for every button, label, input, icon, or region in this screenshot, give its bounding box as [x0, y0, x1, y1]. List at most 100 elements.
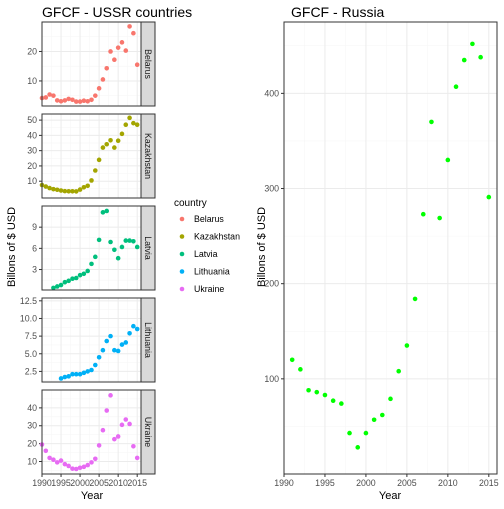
right-chart-title: GFCF - Russia: [291, 4, 385, 20]
panel-kazakhstan-point: [43, 184, 49, 189]
panel-lithuania-y-tick-label: 2.5: [25, 366, 37, 376]
panel-lithuania-point: [104, 338, 110, 344]
panel-belarus-point: [85, 98, 90, 104]
panel-kazakhstan-point: [123, 122, 129, 127]
panel-latvia-point: [58, 282, 64, 288]
panel-belarus-point: [131, 30, 136, 36]
panel-lithuania-point: [123, 340, 129, 345]
panel-belarus-strip-label: Belarus: [143, 49, 153, 79]
panel-belarus-point: [96, 86, 102, 91]
panel-kazakhstan-y-tick-label: 30: [27, 146, 37, 156]
panel-lithuania-point: [100, 347, 106, 353]
russia-y-tick-label: 100: [264, 374, 279, 384]
russia-point: [322, 392, 328, 398]
panel-belarus-point: [108, 49, 113, 54]
right-y-axis-label: Billons of $ USD: [256, 207, 268, 287]
russia-y-tick-label: 400: [264, 88, 279, 98]
panel-kazakhstan-point: [112, 145, 117, 150]
panel-latvia-point: [127, 238, 132, 243]
panel-lithuania-point: [131, 323, 136, 329]
russia-point: [314, 389, 320, 395]
panel-ukraine-point: [93, 456, 98, 462]
panel-kazakhstan-point: [119, 131, 125, 137]
panel-belarus-point: [77, 99, 83, 104]
panel-kazakhstan-y-tick-label: 40: [27, 130, 37, 140]
panel-ukraine-point: [100, 427, 106, 433]
legend-key-point: [179, 286, 185, 292]
panel-latvia-point: [112, 247, 117, 253]
panel-lithuania-point: [115, 348, 121, 354]
panel-lithuania-strip-label: Lithuania: [143, 322, 153, 358]
panel-latvia-border: [41, 205, 142, 291]
panel-kazakhstan-point: [100, 145, 106, 150]
russia-border: [283, 21, 498, 475]
russia-point: [461, 57, 467, 63]
russia-point: [355, 445, 361, 450]
panel-kazakhstan-point: [47, 185, 52, 191]
legend-key-point: [179, 269, 185, 274]
panel-kazakhstan-point: [62, 188, 68, 194]
panel-belarus-point: [119, 40, 125, 45]
panel-latvia-point: [100, 210, 106, 215]
panel-ukraine-border: [41, 389, 142, 475]
left-chart: 10 20 Belarus 10 20 30 40 50 Kazakhstan 3 6 9 Latvia…: [20, 21, 156, 488]
panel-ukraine-panel-background: [42, 390, 141, 474]
panel-lithuania-y-tick-label: 7.5: [25, 331, 37, 341]
right-x-tick-label: 1995: [315, 478, 335, 488]
russia-point: [388, 396, 393, 402]
right-x-tick-label: 2010: [438, 478, 458, 488]
panel-belarus-point: [54, 98, 60, 103]
russia-point: [470, 41, 475, 47]
panel-lithuania-point: [96, 354, 102, 360]
panel-kazakhstan-point: [115, 138, 121, 144]
panel-belarus-point: [73, 99, 79, 104]
panel-belarus-point: [112, 57, 117, 63]
panel-kazakhstan-point: [104, 141, 110, 147]
left-x-tick-label: 1990: [32, 478, 52, 488]
russia-point: [396, 368, 401, 374]
left-x-tick-label: 2005: [89, 478, 109, 488]
right-x-tick-label: 2005: [397, 478, 417, 488]
panel-kazakhstan-panel-background: [42, 114, 141, 198]
panel-ukraine-point: [123, 417, 129, 422]
panel-latvia-point: [85, 268, 90, 274]
russia-y-tick-label: 200: [264, 279, 279, 289]
panel-ukraine-point: [85, 462, 90, 468]
panel-ukraine-point: [112, 436, 117, 442]
panel-ukraine-point: [104, 408, 110, 413]
panel-latvia-point: [62, 279, 68, 285]
russia-point: [371, 417, 377, 423]
panel-latvia-point: [96, 237, 102, 243]
russia-panel-background: [284, 22, 497, 474]
panel-ukraine-point: [89, 460, 94, 465]
panel-kazakhstan-point: [54, 187, 60, 193]
panel-belarus-y-tick-label: 20: [27, 46, 37, 56]
panel-belarus-point: [66, 96, 71, 102]
panel-kazakhstan-point: [81, 185, 87, 190]
panel-lithuania-y-tick-label: 5.0: [25, 349, 37, 359]
legend-key-point: [179, 251, 185, 257]
russia-point: [306, 387, 311, 393]
russia-point: [339, 401, 344, 406]
panel-lithuania-point: [70, 371, 75, 377]
left-x-axis-label: Year: [81, 490, 104, 502]
panel-lithuania-point: [119, 342, 125, 347]
panel-kazakhstan-point: [108, 137, 113, 143]
russia-point: [429, 119, 434, 125]
panel-lithuania-point: [112, 347, 117, 353]
panel-kazakhstan-point: [73, 189, 79, 194]
legend: Belarus Kazakhstan Latvia Lithuania Ukraine: [174, 211, 240, 297]
panel-belarus-point: [100, 77, 106, 82]
left-y-axis-label: Billons of $ USD: [6, 207, 18, 287]
russia-y-tick-label: 300: [264, 184, 279, 194]
legend-title: country: [174, 198, 207, 209]
left-x-tick-label: 1995: [51, 478, 71, 488]
panel-ukraine-point: [62, 461, 68, 467]
left-x-tick-label: 2000: [70, 478, 90, 488]
panel-lithuania-point: [73, 371, 79, 377]
right-x-tick-label: 2015: [479, 478, 499, 488]
panel-belarus-y-tick-label: 10: [27, 76, 37, 86]
right-x-axis-label: Year: [379, 490, 402, 502]
panel-ukraine-point: [73, 466, 79, 472]
